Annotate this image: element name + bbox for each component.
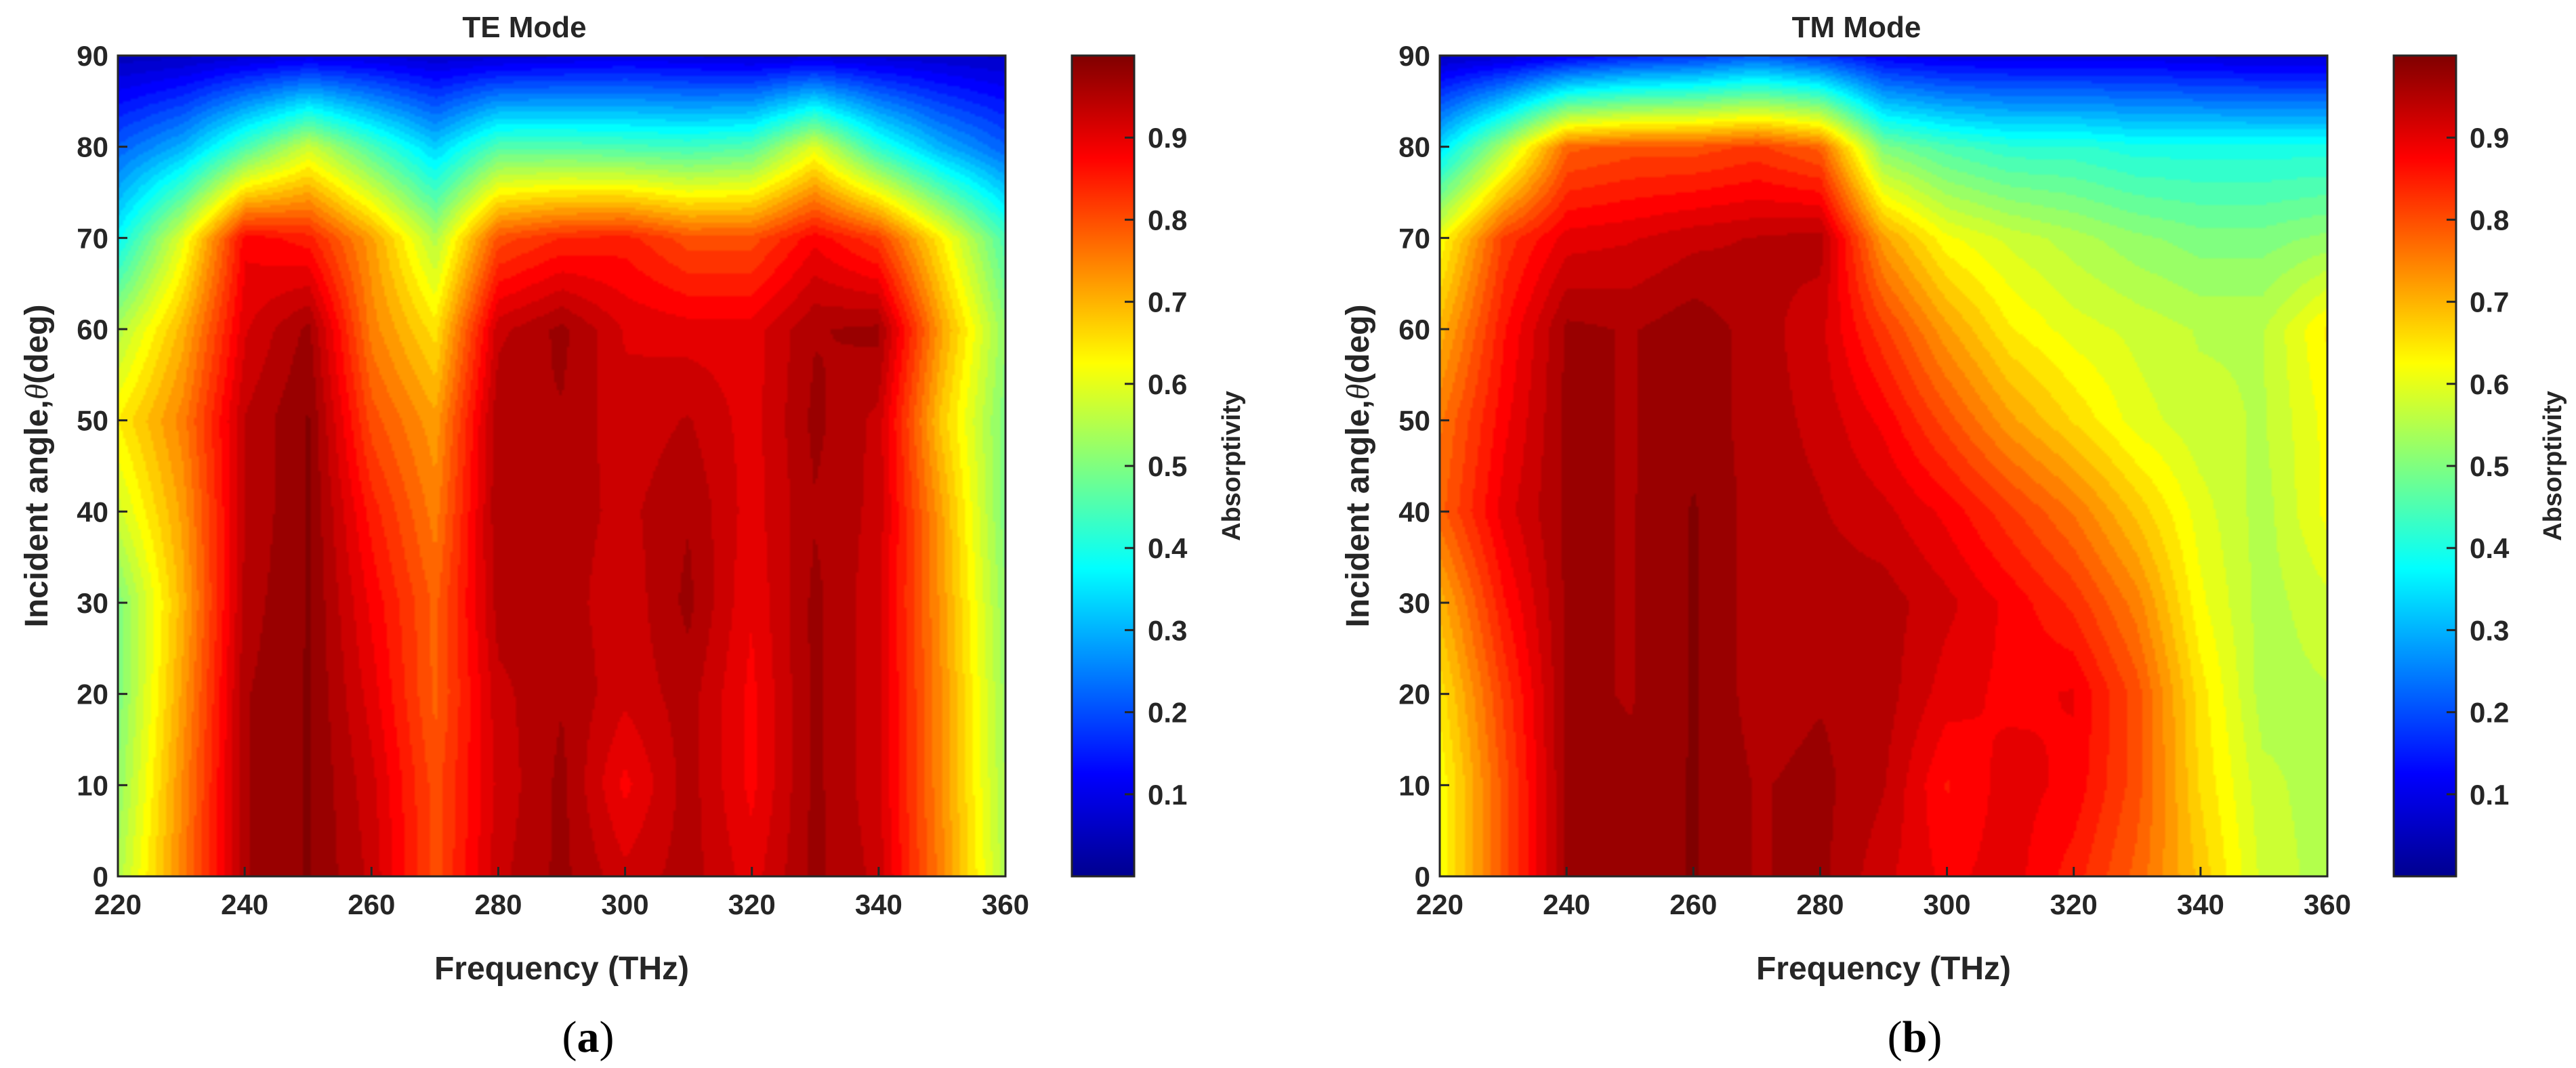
panel-a-x-tick-label: 360: [982, 889, 1029, 920]
panel-a-y-tick-label: 30: [77, 587, 108, 619]
panel-a-x-tick-label: 340: [855, 889, 902, 920]
panel-b-y-tick-label: 10: [1398, 769, 1430, 801]
panel-b-y-tick-label: 20: [1398, 679, 1430, 710]
panel-b-caption-letter: b: [1903, 1012, 1928, 1062]
panel-b-x-tick-label: 300: [1924, 889, 1971, 920]
panel-a-axes: 220 240 260 280 300 320 340 360 0 10 20 30 40 50 60 70 8…: [77, 40, 1029, 920]
panel-b-axes: 220 240 260 280 300 320 340 360 0 10 20 30 40 50 60 70 8…: [1398, 40, 2351, 920]
panel-b-y-tick-label: 40: [1398, 496, 1430, 528]
panel-a-plot-frame: [117, 54, 1007, 878]
panel-b-plot-frame: [1438, 54, 2329, 878]
panel-b-colorbar-tick-label: 0.7: [2470, 286, 2509, 318]
panel-a-y-axis-label-suffix: (deg): [19, 305, 55, 384]
panel-b-colorbar-tick-label: 0.1: [2470, 779, 2509, 811]
panel-a-colorbar-tick-label: 0.2: [1148, 697, 1187, 729]
panel-b-colorbar-tick-label: 0.4: [2470, 532, 2510, 564]
panel-b-y-tick-label: 30: [1398, 587, 1430, 619]
panel-b-colorbar-tick-label: 0.6: [2470, 368, 2509, 400]
panel-a-y-tick-label: 90: [77, 40, 108, 72]
panel-a-x-tick-label: 220: [94, 889, 142, 920]
panel-b-x-tick-label: 320: [2050, 889, 2098, 920]
panel-a-caption: (a): [562, 1012, 615, 1062]
panel-b-y-axis-label-symbol: θ: [1340, 384, 1376, 400]
panel-a-colorbar: [1071, 54, 1136, 878]
panel-a-y-tick-label: 50: [77, 405, 108, 437]
panel-b-caption: (b): [1888, 1012, 1943, 1062]
panel-b-colorbar-tick-label: 0.9: [2470, 122, 2509, 154]
panel-a-caption-letter: a: [577, 1012, 600, 1062]
panel-b-y-tick-label: 70: [1398, 222, 1430, 254]
panel-a-x-tick-label: 240: [221, 889, 268, 920]
panel-b-x-tick-label: 260: [1669, 889, 1717, 920]
panel-a-colorbar-label: Absorptivity: [1218, 391, 1246, 541]
panel-a-colorbar-tick-label: 0.4: [1148, 532, 1188, 564]
panel-a-x-tick-label: 280: [474, 889, 522, 920]
panel-b-colorbar-tick-label: 0.2: [2470, 697, 2509, 729]
panel-b-y-axis-label: Incident angle,θ(deg): [1340, 305, 1376, 628]
panel-a-x-axis-label: Frequency (THz): [434, 951, 689, 987]
panel-b-title: TM Mode: [1792, 11, 1921, 44]
panel-a-y-tick-label: 70: [77, 222, 108, 254]
panel-a-heatmap: [118, 56, 1005, 876]
panel-b-heatmap: [1440, 56, 2327, 876]
panel-a-y-tick-label: 80: [77, 131, 108, 163]
panel-a-x-tick-label: 320: [728, 889, 776, 920]
panel-a-colorbar-tick-label: 0.7: [1148, 286, 1187, 318]
panel-b-colorbar-tick-label: 0.3: [2470, 614, 2509, 646]
panel-a-colorbar-tick-label: 0.8: [1148, 204, 1187, 236]
panel-b-y-tick-label: 80: [1398, 131, 1430, 163]
panel-b-y-axis-label-prefix: Incident angle,: [1340, 400, 1376, 627]
panel-b-colorbar-tick-label: 0.8: [2470, 204, 2509, 236]
panel-a-colorbar-tick-label: 0.9: [1148, 122, 1187, 154]
panel-a-y-axis-label-prefix: Incident angle,: [19, 400, 55, 627]
panel-b-colorbar-tick-label: 0.5: [2470, 450, 2509, 482]
panel-b-y-tick-label: 60: [1398, 314, 1430, 345]
panel-a-y-tick-label: 20: [77, 679, 108, 710]
panel-b-y-tick-label: 90: [1398, 40, 1430, 72]
panel-a: TE Mode 220 240 260 280 300 320 340 360 0 10 20 30 4…: [19, 11, 1246, 1062]
panel-a-colorbar-tick-label: 0.6: [1148, 368, 1187, 400]
panel-a-x-tick-label: 300: [602, 889, 649, 920]
panel-a-colorbar-tick-label: 0.1: [1148, 779, 1187, 811]
panel-b: TM Mode 220 240 260 280 300 320 340 360 0 10 20 30 4…: [1340, 11, 2567, 1062]
panel-b-x-tick-label: 240: [1543, 889, 1590, 920]
panel-a-y-axis-label: Incident angle,θ(deg): [19, 305, 55, 628]
panel-a-y-tick-label: 40: [77, 496, 108, 528]
panel-b-colorbar: [2392, 54, 2457, 878]
panel-b-x-tick-label: 280: [1796, 889, 1844, 920]
panel-b-x-tick-label: 220: [1416, 889, 1463, 920]
panel-b-y-tick-label: 0: [1415, 861, 1430, 893]
panel-a-colorbar-tick-label: 0.5: [1148, 450, 1187, 482]
panel-b-colorbar-axis: 0.1 0.2 0.3 0.4 0.5 0.6 0.7 0.8 0.9: [2447, 122, 2510, 811]
panel-b-colorbar-label: Absorptivity: [2539, 391, 2567, 541]
panel-a-y-tick-label: 60: [77, 314, 108, 345]
panel-a-colorbar-axis: 0.1 0.2 0.3 0.4 0.5 0.6 0.7 0.8 0.9: [1125, 122, 1188, 811]
panel-a-colorbar-tick-label: 0.3: [1148, 614, 1187, 646]
panel-b-y-tick-label: 50: [1398, 405, 1430, 437]
panel-a-title: TE Mode: [462, 11, 586, 44]
panel-b-y-axis-label-suffix: (deg): [1340, 305, 1376, 384]
panel-a-y-axis-label-symbol: θ: [19, 384, 55, 400]
panel-b-x-axis-label: Frequency (THz): [1756, 951, 2011, 987]
panel-b-x-tick-label: 340: [2177, 889, 2224, 920]
panel-a-y-tick-label: 0: [93, 861, 108, 893]
panel-a-x-tick-label: 260: [348, 889, 395, 920]
panel-a-y-tick-label: 10: [77, 769, 108, 801]
panel-b-x-tick-label: 360: [2304, 889, 2351, 920]
